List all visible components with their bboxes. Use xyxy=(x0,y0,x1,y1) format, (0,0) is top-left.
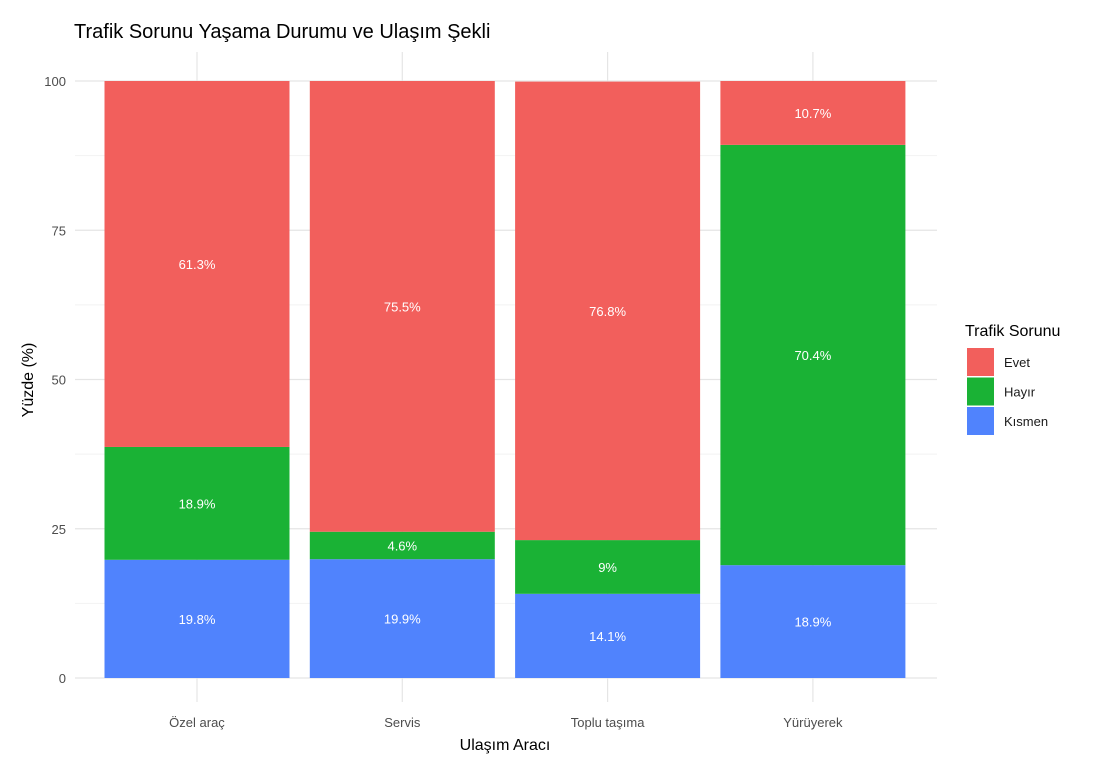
y-axis-label: Yüzde (%) xyxy=(20,343,37,418)
legend-label: Evet xyxy=(1004,355,1030,370)
bar-segment-hayır xyxy=(309,531,495,560)
y-tick-label: 0 xyxy=(59,671,66,686)
bar-segment-evet xyxy=(309,81,495,532)
segment-label: 70.4% xyxy=(794,348,831,363)
segment-labels: 19.8% 18.9% 61.3% 19.9% 4.6% 75.5% 14.1% 9% 76.8… xyxy=(179,106,832,644)
bar-segment-evet xyxy=(104,81,290,447)
y-tick-label: 50 xyxy=(52,373,66,388)
segment-label: 18.9% xyxy=(179,496,216,511)
segment-label: 10.7% xyxy=(794,106,831,121)
x-tick-label: Yürüyerek xyxy=(783,715,843,730)
bar-segment-evet xyxy=(515,81,701,541)
segment-label: 75.5% xyxy=(384,299,421,314)
legend-swatch-evet xyxy=(967,348,994,376)
x-tick-label: Servis xyxy=(384,715,421,730)
segment-label: 18.9% xyxy=(794,615,831,630)
chart-title: Trafik Sorunu Yaşama Durumu ve Ulaşım Şe… xyxy=(74,21,490,43)
legend-swatch-hayır xyxy=(967,377,994,406)
legend-swatch-kısmen xyxy=(967,407,994,435)
legend: Trafik Sorunu Evet Hayır Kısmen xyxy=(965,323,1060,435)
y-axis-ticks: 0 25 50 75 100 xyxy=(44,74,66,686)
x-tick-label: Özel araç xyxy=(169,715,225,730)
segment-label: 14.1% xyxy=(589,629,626,644)
bars xyxy=(104,81,906,678)
bar-segment-hayır xyxy=(720,144,906,566)
bar-segment-evet xyxy=(720,81,906,145)
y-tick-label: 75 xyxy=(52,223,66,238)
segment-label: 19.8% xyxy=(179,612,216,627)
bar-segment-kısmen xyxy=(309,559,495,678)
y-tick-label: 25 xyxy=(52,522,66,537)
bar-segment-kısmen xyxy=(104,559,290,678)
segment-label: 9% xyxy=(598,560,617,575)
segment-label: 19.9% xyxy=(384,612,421,627)
segment-label: 61.3% xyxy=(179,257,216,272)
bar-segment-hayır xyxy=(515,540,701,594)
legend-title: Trafik Sorunu xyxy=(965,323,1060,340)
bar-segment-kısmen xyxy=(515,593,701,678)
x-tick-label: Toplu taşıma xyxy=(571,715,645,730)
x-axis-label: Ulaşım Aracı xyxy=(460,737,551,754)
segment-label: 76.8% xyxy=(589,304,626,319)
x-axis-ticks: Özel araç Servis Toplu taşıma Yürüyerek xyxy=(169,715,843,730)
segment-label: 4.6% xyxy=(387,538,417,553)
bar-segment-hayır xyxy=(104,446,290,560)
y-tick-label: 100 xyxy=(44,74,66,89)
legend-label: Kısmen xyxy=(1004,414,1048,429)
bar-segment-kısmen xyxy=(720,565,906,678)
legend-label: Hayır xyxy=(1004,385,1036,400)
